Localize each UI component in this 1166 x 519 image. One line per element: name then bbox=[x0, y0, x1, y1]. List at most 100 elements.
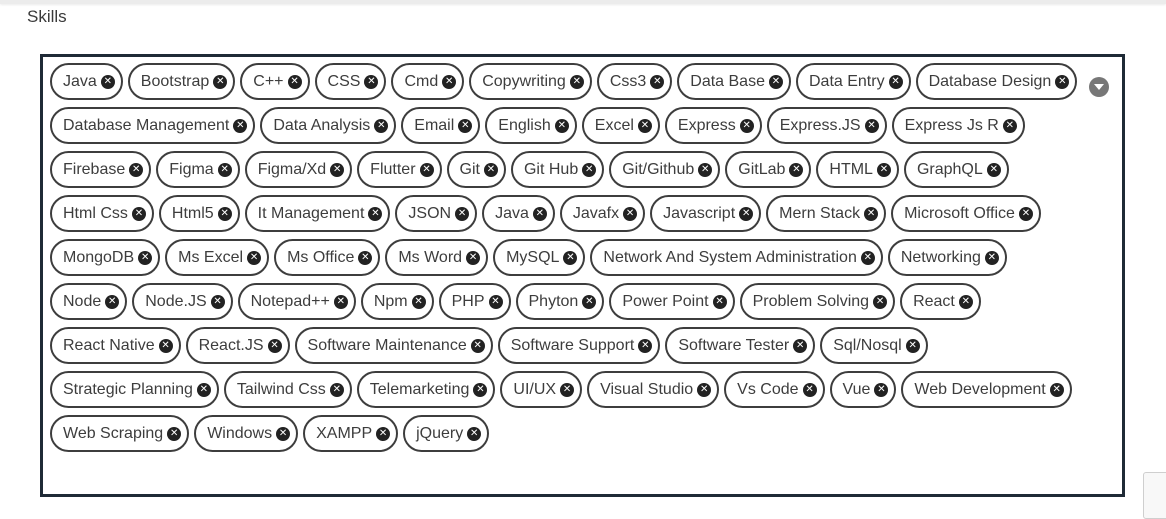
close-circle-icon[interactable]: ✕ bbox=[358, 250, 373, 265]
close-circle-icon[interactable]: ✕ bbox=[1018, 206, 1033, 221]
close-circle-icon[interactable]: ✕ bbox=[1002, 118, 1017, 133]
close-circle-icon[interactable]: ✕ bbox=[196, 382, 211, 397]
skill-chip: JSON ✕ bbox=[395, 195, 478, 232]
skills-multiselect[interactable]: Java ✕ Bootstrap ✕ C++ ✕ CSS ✕ Cmd ✕ Copywriting ✕ C… bbox=[40, 54, 1125, 497]
close-circle-icon[interactable]: ✕ bbox=[984, 250, 999, 265]
close-circle-icon[interactable]: ✕ bbox=[329, 382, 344, 397]
close-circle-icon[interactable]: ✕ bbox=[368, 206, 383, 221]
close-circle-icon[interactable]: ✕ bbox=[105, 294, 120, 309]
close-circle-icon[interactable]: ✕ bbox=[470, 338, 485, 353]
close-circle-icon[interactable]: ✕ bbox=[888, 74, 903, 89]
close-circle-icon[interactable]: ✕ bbox=[560, 382, 575, 397]
close-circle-icon[interactable]: ✕ bbox=[213, 74, 228, 89]
close-circle-icon[interactable]: ✕ bbox=[582, 294, 597, 309]
skill-chip: Web Scraping ✕ bbox=[50, 415, 190, 452]
close-circle-icon[interactable]: ✕ bbox=[638, 338, 653, 353]
close-circle-icon[interactable]: ✕ bbox=[739, 118, 754, 133]
close-circle-icon[interactable]: ✕ bbox=[532, 206, 547, 221]
close-circle-icon[interactable]: ✕ bbox=[364, 74, 379, 89]
close-circle-icon[interactable]: ✕ bbox=[374, 118, 389, 133]
close-circle-icon[interactable]: ✕ bbox=[287, 74, 302, 89]
close-circle-icon[interactable]: ✕ bbox=[739, 206, 754, 221]
close-circle-icon[interactable]: ✕ bbox=[458, 118, 473, 133]
close-circle-icon[interactable]: ✕ bbox=[1049, 382, 1064, 397]
close-circle-icon[interactable]: ✕ bbox=[860, 250, 875, 265]
skill-chip-label: XAMPP bbox=[316, 424, 373, 442]
close-circle-icon[interactable]: ✕ bbox=[864, 206, 879, 221]
close-circle-icon[interactable]: ✕ bbox=[793, 338, 808, 353]
close-circle-icon[interactable]: ✕ bbox=[958, 294, 973, 309]
close-circle-icon[interactable]: ✕ bbox=[267, 338, 282, 353]
close-circle-icon[interactable]: ✕ bbox=[789, 162, 804, 177]
skill-chip: Web Development ✕ bbox=[901, 371, 1072, 408]
skill-chip: jQuery ✕ bbox=[403, 415, 490, 452]
skill-chip-label: Software Support bbox=[510, 336, 635, 354]
close-circle-icon[interactable]: ✕ bbox=[467, 426, 482, 441]
close-circle-icon[interactable]: ✕ bbox=[488, 294, 503, 309]
close-circle-icon[interactable]: ✕ bbox=[712, 294, 727, 309]
close-circle-icon[interactable]: ✕ bbox=[637, 118, 652, 133]
close-circle-icon[interactable]: ✕ bbox=[864, 118, 879, 133]
skill-chip-label: Flutter bbox=[370, 160, 416, 178]
close-circle-icon[interactable]: ✕ bbox=[802, 382, 817, 397]
skill-chip: GitLab ✕ bbox=[725, 151, 812, 188]
skill-chip: Node ✕ bbox=[50, 283, 128, 320]
skill-chip: Css3 ✕ bbox=[596, 63, 673, 100]
skill-chip: Mern Stack ✕ bbox=[766, 195, 887, 232]
close-circle-icon[interactable]: ✕ bbox=[167, 426, 182, 441]
close-circle-icon[interactable]: ✕ bbox=[905, 338, 920, 353]
skill-chip: Flutter ✕ bbox=[357, 151, 442, 188]
close-circle-icon[interactable]: ✕ bbox=[210, 294, 225, 309]
skill-chip-label: Express Js R bbox=[904, 116, 999, 134]
close-circle-icon[interactable]: ✕ bbox=[158, 338, 173, 353]
close-circle-icon[interactable]: ✕ bbox=[217, 162, 232, 177]
close-circle-icon[interactable]: ✕ bbox=[333, 294, 348, 309]
close-circle-icon[interactable]: ✕ bbox=[873, 294, 888, 309]
close-circle-icon[interactable]: ✕ bbox=[473, 382, 488, 397]
skill-chip-label: Ms Office bbox=[287, 248, 355, 266]
skill-chip-label: Software Maintenance bbox=[307, 336, 467, 354]
close-circle-icon[interactable]: ✕ bbox=[138, 250, 153, 265]
close-circle-icon[interactable]: ✕ bbox=[554, 118, 569, 133]
close-circle-icon[interactable]: ✕ bbox=[697, 382, 712, 397]
close-circle-icon[interactable]: ✕ bbox=[569, 74, 584, 89]
close-circle-icon[interactable]: ✕ bbox=[483, 162, 498, 177]
skill-chip: Bootstrap ✕ bbox=[127, 63, 236, 100]
skill-chip-label: Git Hub bbox=[523, 160, 579, 178]
close-circle-icon[interactable]: ✕ bbox=[466, 250, 481, 265]
close-circle-icon[interactable]: ✕ bbox=[100, 74, 115, 89]
close-circle-icon[interactable]: ✕ bbox=[330, 162, 345, 177]
close-circle-icon[interactable]: ✕ bbox=[376, 426, 391, 441]
close-circle-icon[interactable]: ✕ bbox=[874, 382, 889, 397]
skill-chip: Ms Word ✕ bbox=[385, 239, 489, 276]
close-circle-icon[interactable]: ✕ bbox=[876, 162, 891, 177]
close-circle-icon[interactable]: ✕ bbox=[986, 162, 1001, 177]
close-circle-icon[interactable]: ✕ bbox=[698, 162, 713, 177]
close-circle-icon[interactable]: ✕ bbox=[1055, 74, 1070, 89]
close-circle-icon[interactable]: ✕ bbox=[768, 74, 783, 89]
close-circle-icon[interactable]: ✕ bbox=[442, 74, 457, 89]
close-circle-icon[interactable]: ✕ bbox=[276, 426, 291, 441]
close-circle-icon[interactable]: ✕ bbox=[411, 294, 426, 309]
close-circle-icon[interactable]: ✕ bbox=[582, 162, 597, 177]
skill-chip-label: Excel bbox=[594, 116, 634, 134]
close-circle-icon[interactable]: ✕ bbox=[131, 206, 146, 221]
skill-chip: Telemarketing ✕ bbox=[356, 371, 496, 408]
close-circle-icon[interactable]: ✕ bbox=[217, 206, 232, 221]
close-circle-icon[interactable]: ✕ bbox=[129, 162, 144, 177]
skill-chip: Data Analysis ✕ bbox=[260, 107, 397, 144]
close-circle-icon[interactable]: ✕ bbox=[233, 118, 248, 133]
skill-chip-label: Node.JS bbox=[145, 292, 207, 310]
corner-widget[interactable] bbox=[1143, 472, 1166, 519]
close-circle-icon[interactable]: ✕ bbox=[650, 74, 665, 89]
skill-chip: Ms Excel ✕ bbox=[165, 239, 270, 276]
skill-chip: Figma ✕ bbox=[156, 151, 240, 188]
close-circle-icon[interactable]: ✕ bbox=[247, 250, 262, 265]
close-circle-icon[interactable]: ✕ bbox=[455, 206, 470, 221]
skill-chip-label: GitLab bbox=[738, 160, 786, 178]
close-circle-icon[interactable]: ✕ bbox=[563, 250, 578, 265]
skill-chip: React Native ✕ bbox=[50, 327, 181, 364]
close-circle-icon[interactable]: ✕ bbox=[419, 162, 434, 177]
chevron-down-icon[interactable] bbox=[1089, 77, 1109, 97]
close-circle-icon[interactable]: ✕ bbox=[623, 206, 638, 221]
